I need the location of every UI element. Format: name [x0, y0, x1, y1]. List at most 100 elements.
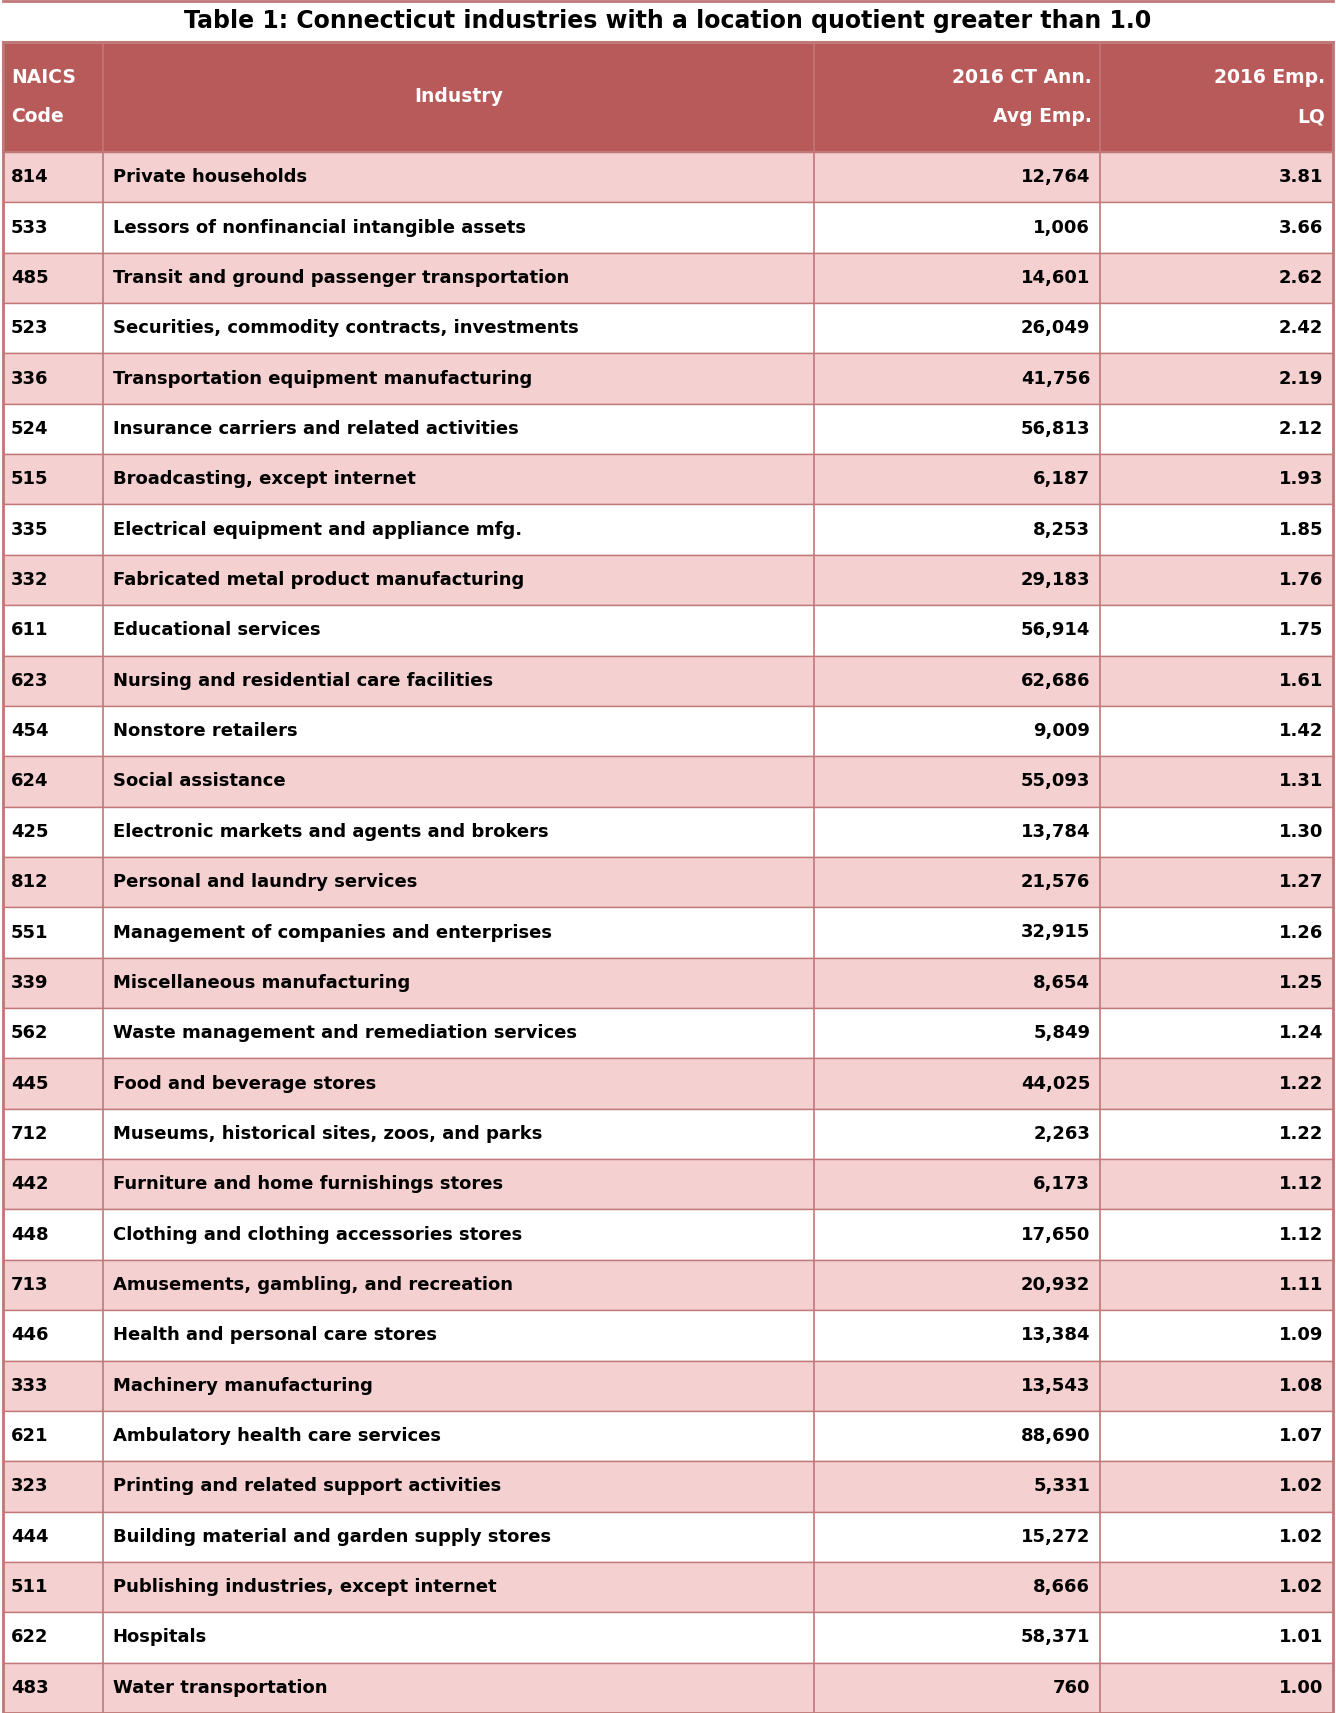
Text: 336: 336 — [11, 370, 48, 387]
Bar — [3, 908, 1333, 958]
Text: Social assistance: Social assistance — [112, 773, 286, 790]
Text: 712: 712 — [11, 1125, 48, 1143]
Text: Printing and related support activities: Printing and related support activities — [112, 1477, 501, 1495]
Text: 624: 624 — [11, 773, 48, 790]
Text: Educational services: Educational services — [112, 622, 321, 639]
Bar — [3, 1461, 1333, 1511]
Bar — [3, 1360, 1333, 1412]
Bar — [3, 254, 1333, 303]
Bar — [3, 1007, 1333, 1059]
Text: 2.12: 2.12 — [1279, 420, 1323, 439]
Text: 713: 713 — [11, 1276, 48, 1293]
Bar — [3, 1310, 1333, 1360]
Text: Securities, commodity contracts, investments: Securities, commodity contracts, investm… — [112, 319, 578, 337]
Text: 445: 445 — [11, 1074, 48, 1093]
Text: Personal and laundry services: Personal and laundry services — [112, 874, 417, 891]
Text: 1,006: 1,006 — [1033, 219, 1090, 236]
Text: Management of companies and enterprises: Management of companies and enterprises — [112, 923, 552, 942]
Bar — [3, 202, 1333, 254]
Text: 1.30: 1.30 — [1279, 822, 1323, 841]
Text: 622: 622 — [11, 1629, 48, 1646]
Text: 1.24: 1.24 — [1279, 1024, 1323, 1042]
Bar — [3, 1160, 1333, 1209]
Text: 1.42: 1.42 — [1279, 723, 1323, 740]
Text: 44,025: 44,025 — [1021, 1074, 1090, 1093]
Text: 524: 524 — [11, 420, 48, 439]
Bar — [3, 152, 1333, 202]
Text: 13,384: 13,384 — [1021, 1326, 1090, 1345]
Text: 8,654: 8,654 — [1033, 975, 1090, 992]
Text: 425: 425 — [11, 822, 48, 841]
Bar — [3, 454, 1333, 505]
Text: 56,914: 56,914 — [1021, 622, 1090, 639]
Text: 1.02: 1.02 — [1279, 1578, 1323, 1597]
Text: 1.08: 1.08 — [1279, 1377, 1323, 1394]
Text: Hospitals: Hospitals — [112, 1629, 207, 1646]
Text: 55,093: 55,093 — [1021, 773, 1090, 790]
Text: 12,764: 12,764 — [1021, 168, 1090, 187]
Text: Nursing and residential care facilities: Nursing and residential care facilities — [112, 671, 493, 690]
Text: 1.11: 1.11 — [1279, 1276, 1323, 1293]
Text: 62,686: 62,686 — [1021, 671, 1090, 690]
Text: 812: 812 — [11, 874, 48, 891]
Text: 5,849: 5,849 — [1033, 1024, 1090, 1042]
Text: 1.93: 1.93 — [1279, 471, 1323, 488]
Text: Food and beverage stores: Food and beverage stores — [112, 1074, 375, 1093]
Text: 26,049: 26,049 — [1021, 319, 1090, 337]
Text: 1.76: 1.76 — [1279, 570, 1323, 589]
Text: 8,666: 8,666 — [1033, 1578, 1090, 1597]
Bar — [3, 43, 1333, 152]
Text: 1.09: 1.09 — [1279, 1326, 1323, 1345]
Text: 1.27: 1.27 — [1279, 874, 1323, 891]
Bar — [3, 404, 1333, 454]
Text: 2.42: 2.42 — [1279, 319, 1323, 337]
Text: 448: 448 — [11, 1225, 48, 1244]
Text: 29,183: 29,183 — [1021, 570, 1090, 589]
Text: 623: 623 — [11, 671, 48, 690]
Text: 1.01: 1.01 — [1279, 1629, 1323, 1646]
Text: LQ: LQ — [1297, 108, 1325, 127]
Text: 611: 611 — [11, 622, 48, 639]
Text: Ambulatory health care services: Ambulatory health care services — [112, 1427, 441, 1446]
Text: 20,932: 20,932 — [1021, 1276, 1090, 1293]
Text: 442: 442 — [11, 1175, 48, 1194]
Bar — [3, 1259, 1333, 1310]
Text: 58,371: 58,371 — [1021, 1629, 1090, 1646]
Text: 323: 323 — [11, 1477, 48, 1495]
Text: 485: 485 — [11, 269, 48, 286]
Text: 3.66: 3.66 — [1279, 219, 1323, 236]
Text: 2016 Emp.: 2016 Emp. — [1214, 69, 1325, 87]
Text: 21,576: 21,576 — [1021, 874, 1090, 891]
Text: Private households: Private households — [112, 168, 307, 187]
Bar — [3, 1108, 1333, 1160]
Text: 1.02: 1.02 — [1279, 1477, 1323, 1495]
Text: 2.62: 2.62 — [1279, 269, 1323, 286]
Text: 2016 CT Ann.: 2016 CT Ann. — [953, 69, 1093, 87]
Bar — [3, 353, 1333, 404]
Text: 13,784: 13,784 — [1021, 822, 1090, 841]
Text: Museums, historical sites, zoos, and parks: Museums, historical sites, zoos, and par… — [112, 1125, 542, 1143]
Text: 444: 444 — [11, 1528, 48, 1545]
Bar — [3, 555, 1333, 605]
Text: 1.31: 1.31 — [1279, 773, 1323, 790]
Text: Miscellaneous manufacturing: Miscellaneous manufacturing — [112, 975, 410, 992]
Bar — [3, 1059, 1333, 1108]
Text: 1.02: 1.02 — [1279, 1528, 1323, 1545]
Text: 332: 332 — [11, 570, 48, 589]
Text: 511: 511 — [11, 1578, 48, 1597]
Text: 17,650: 17,650 — [1021, 1225, 1090, 1244]
Text: 88,690: 88,690 — [1021, 1427, 1090, 1446]
Text: 760: 760 — [1053, 1679, 1090, 1698]
Bar — [3, 656, 1333, 706]
Text: Code: Code — [11, 108, 64, 127]
Text: 339: 339 — [11, 975, 48, 992]
Text: 454: 454 — [11, 723, 48, 740]
Text: Lessors of nonfinancial intangible assets: Lessors of nonfinancial intangible asset… — [112, 219, 526, 236]
Text: 333: 333 — [11, 1377, 48, 1394]
Bar — [3, 1511, 1333, 1562]
Text: 15,272: 15,272 — [1021, 1528, 1090, 1545]
Text: 6,173: 6,173 — [1033, 1175, 1090, 1194]
Bar — [3, 303, 1333, 353]
Bar — [3, 807, 1333, 856]
Bar — [3, 755, 1333, 807]
